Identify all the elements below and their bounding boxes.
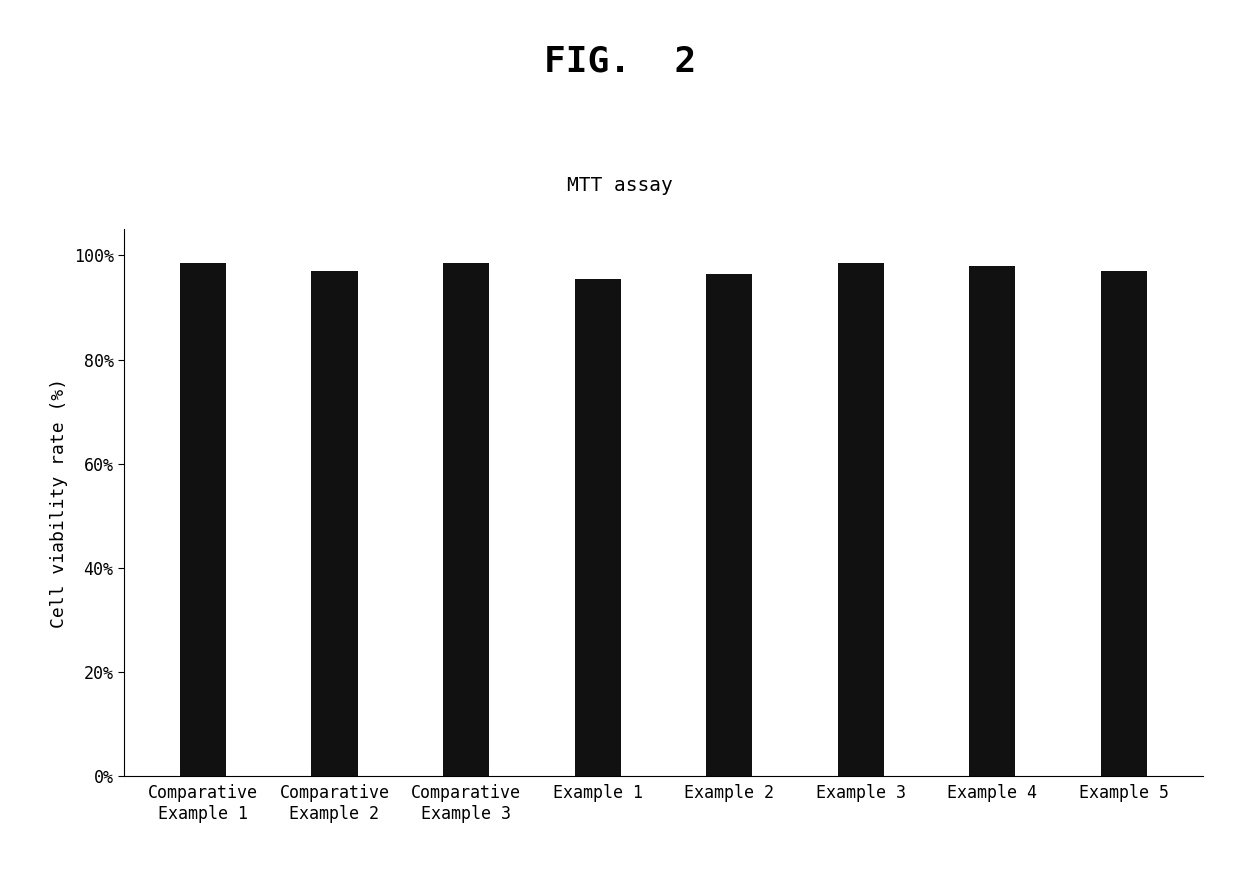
Bar — [1101, 271, 1147, 776]
Text: FIG.  2: FIG. 2 — [544, 44, 696, 78]
Y-axis label: Cell viability rate (%): Cell viability rate (%) — [50, 377, 68, 628]
Bar — [706, 273, 753, 776]
Bar — [443, 263, 489, 776]
Bar — [311, 271, 357, 776]
Bar — [180, 263, 226, 776]
Bar — [838, 263, 884, 776]
Bar — [574, 279, 621, 776]
Bar — [970, 265, 1016, 776]
Text: MTT assay: MTT assay — [567, 176, 673, 196]
